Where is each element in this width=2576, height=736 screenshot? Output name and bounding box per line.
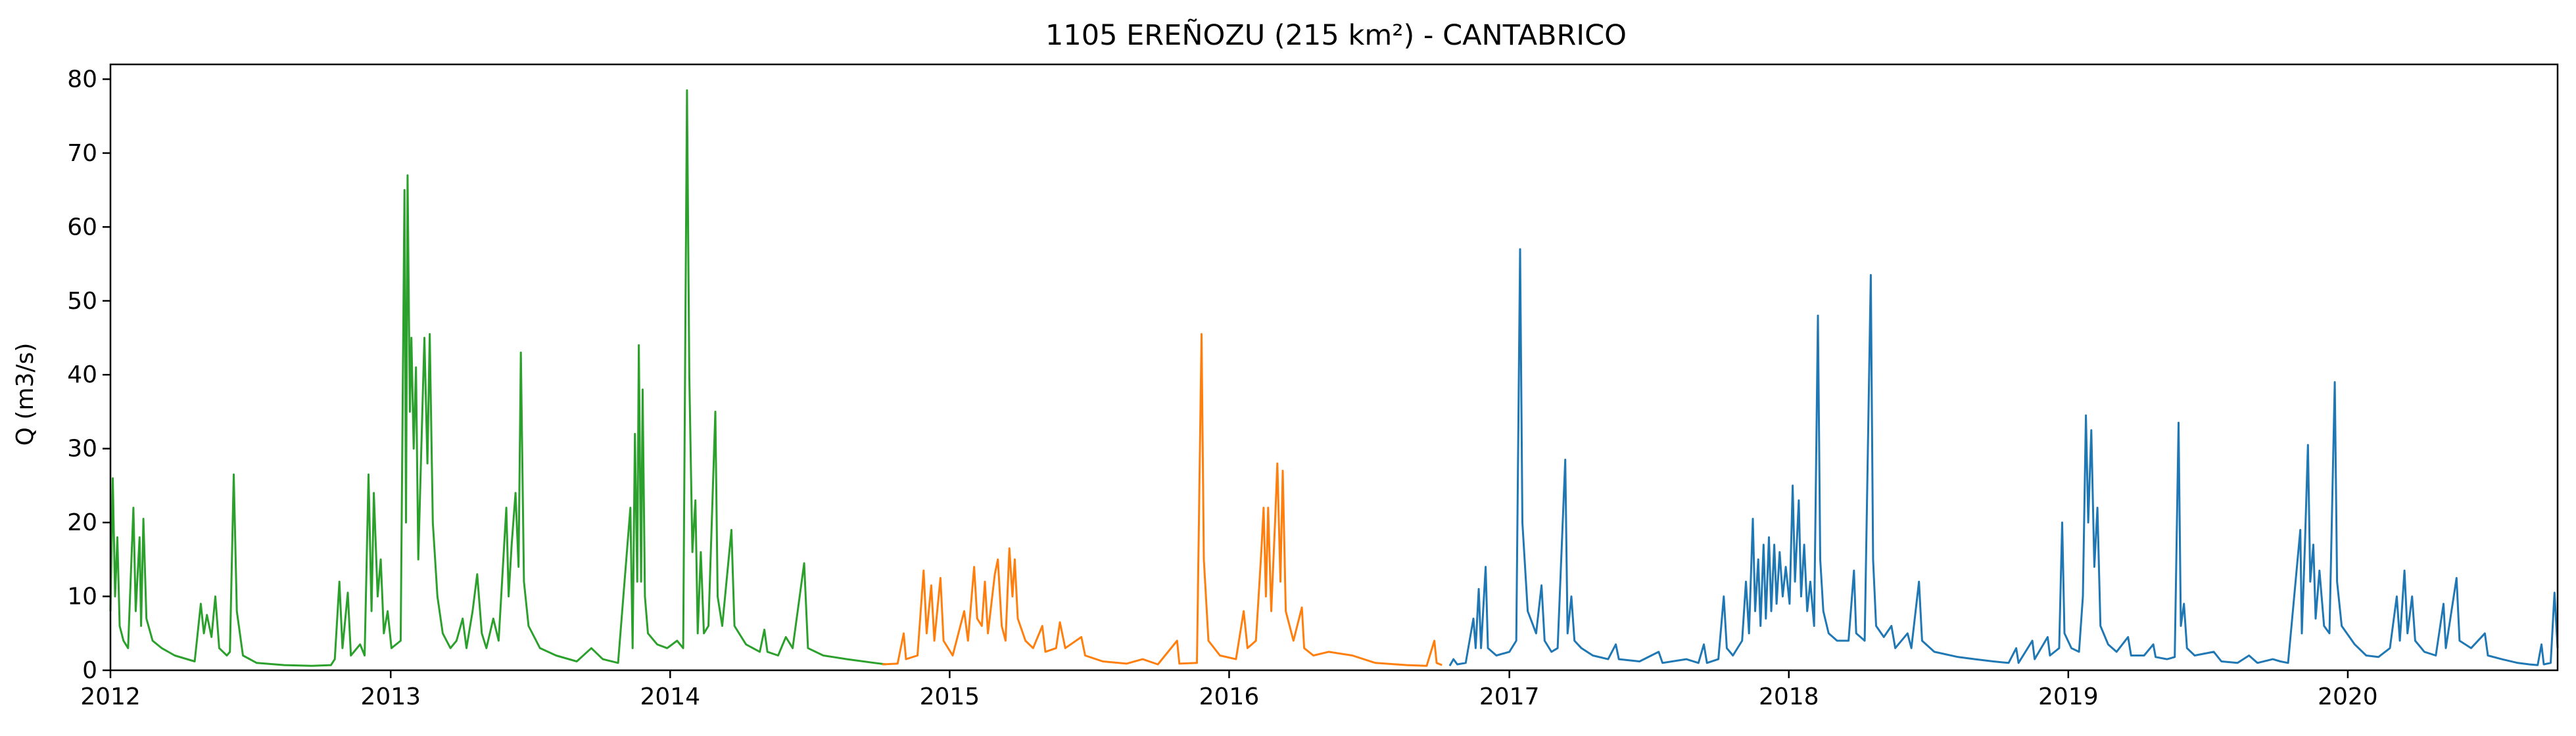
series-line-1 — [109, 89, 886, 667]
y-tick-label: 30 — [67, 436, 97, 463]
y-tick-label: 50 — [67, 288, 97, 315]
series-line-2 — [882, 333, 1443, 667]
x-tick-label: 2020 — [2318, 683, 2378, 710]
x-tick-label: 2015 — [920, 683, 980, 710]
y-tick-label: 10 — [67, 584, 97, 610]
axes-layer: 0 10 20 30 40 50 60 70 80 2012 2013 2014 2015 2016 201… — [67, 63, 2559, 710]
y-tick-label: 0 — [82, 657, 97, 684]
x-tick-label: 2014 — [640, 683, 700, 710]
chart-title: 1105 EREÑOZU (215 km²) - CANTABRICO — [1045, 18, 1627, 52]
y-tick-label: 20 — [67, 509, 97, 536]
x-tick-label: 2019 — [2038, 683, 2099, 710]
x-tick-label: 2012 — [80, 683, 141, 710]
x-tick-label: 2016 — [1199, 683, 1260, 710]
series-line-3 — [1448, 248, 2559, 667]
x-tick-label: 2018 — [1759, 683, 1819, 710]
series-layer — [109, 89, 2559, 667]
y-axis-label: Q (m3/s) — [12, 343, 39, 446]
y-tick-label: 70 — [67, 140, 97, 167]
y-tick-label: 80 — [67, 66, 97, 93]
y-tick-label: 40 — [67, 361, 97, 388]
x-tick-label: 2017 — [1479, 683, 1540, 710]
plot-frame — [109, 63, 2559, 672]
y-tick-label: 60 — [67, 214, 97, 241]
x-tick-label: 2013 — [360, 683, 421, 710]
